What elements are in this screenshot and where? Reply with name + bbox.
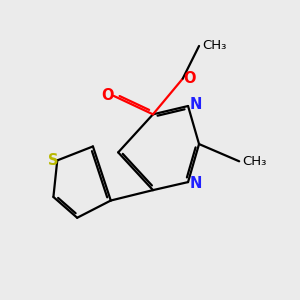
Text: O: O: [101, 88, 113, 104]
Text: CH₃: CH₃: [202, 40, 226, 52]
Text: N: N: [189, 97, 202, 112]
Text: S: S: [48, 153, 58, 168]
Text: CH₃: CH₃: [242, 155, 266, 168]
Text: O: O: [183, 71, 196, 86]
Text: N: N: [189, 176, 202, 191]
